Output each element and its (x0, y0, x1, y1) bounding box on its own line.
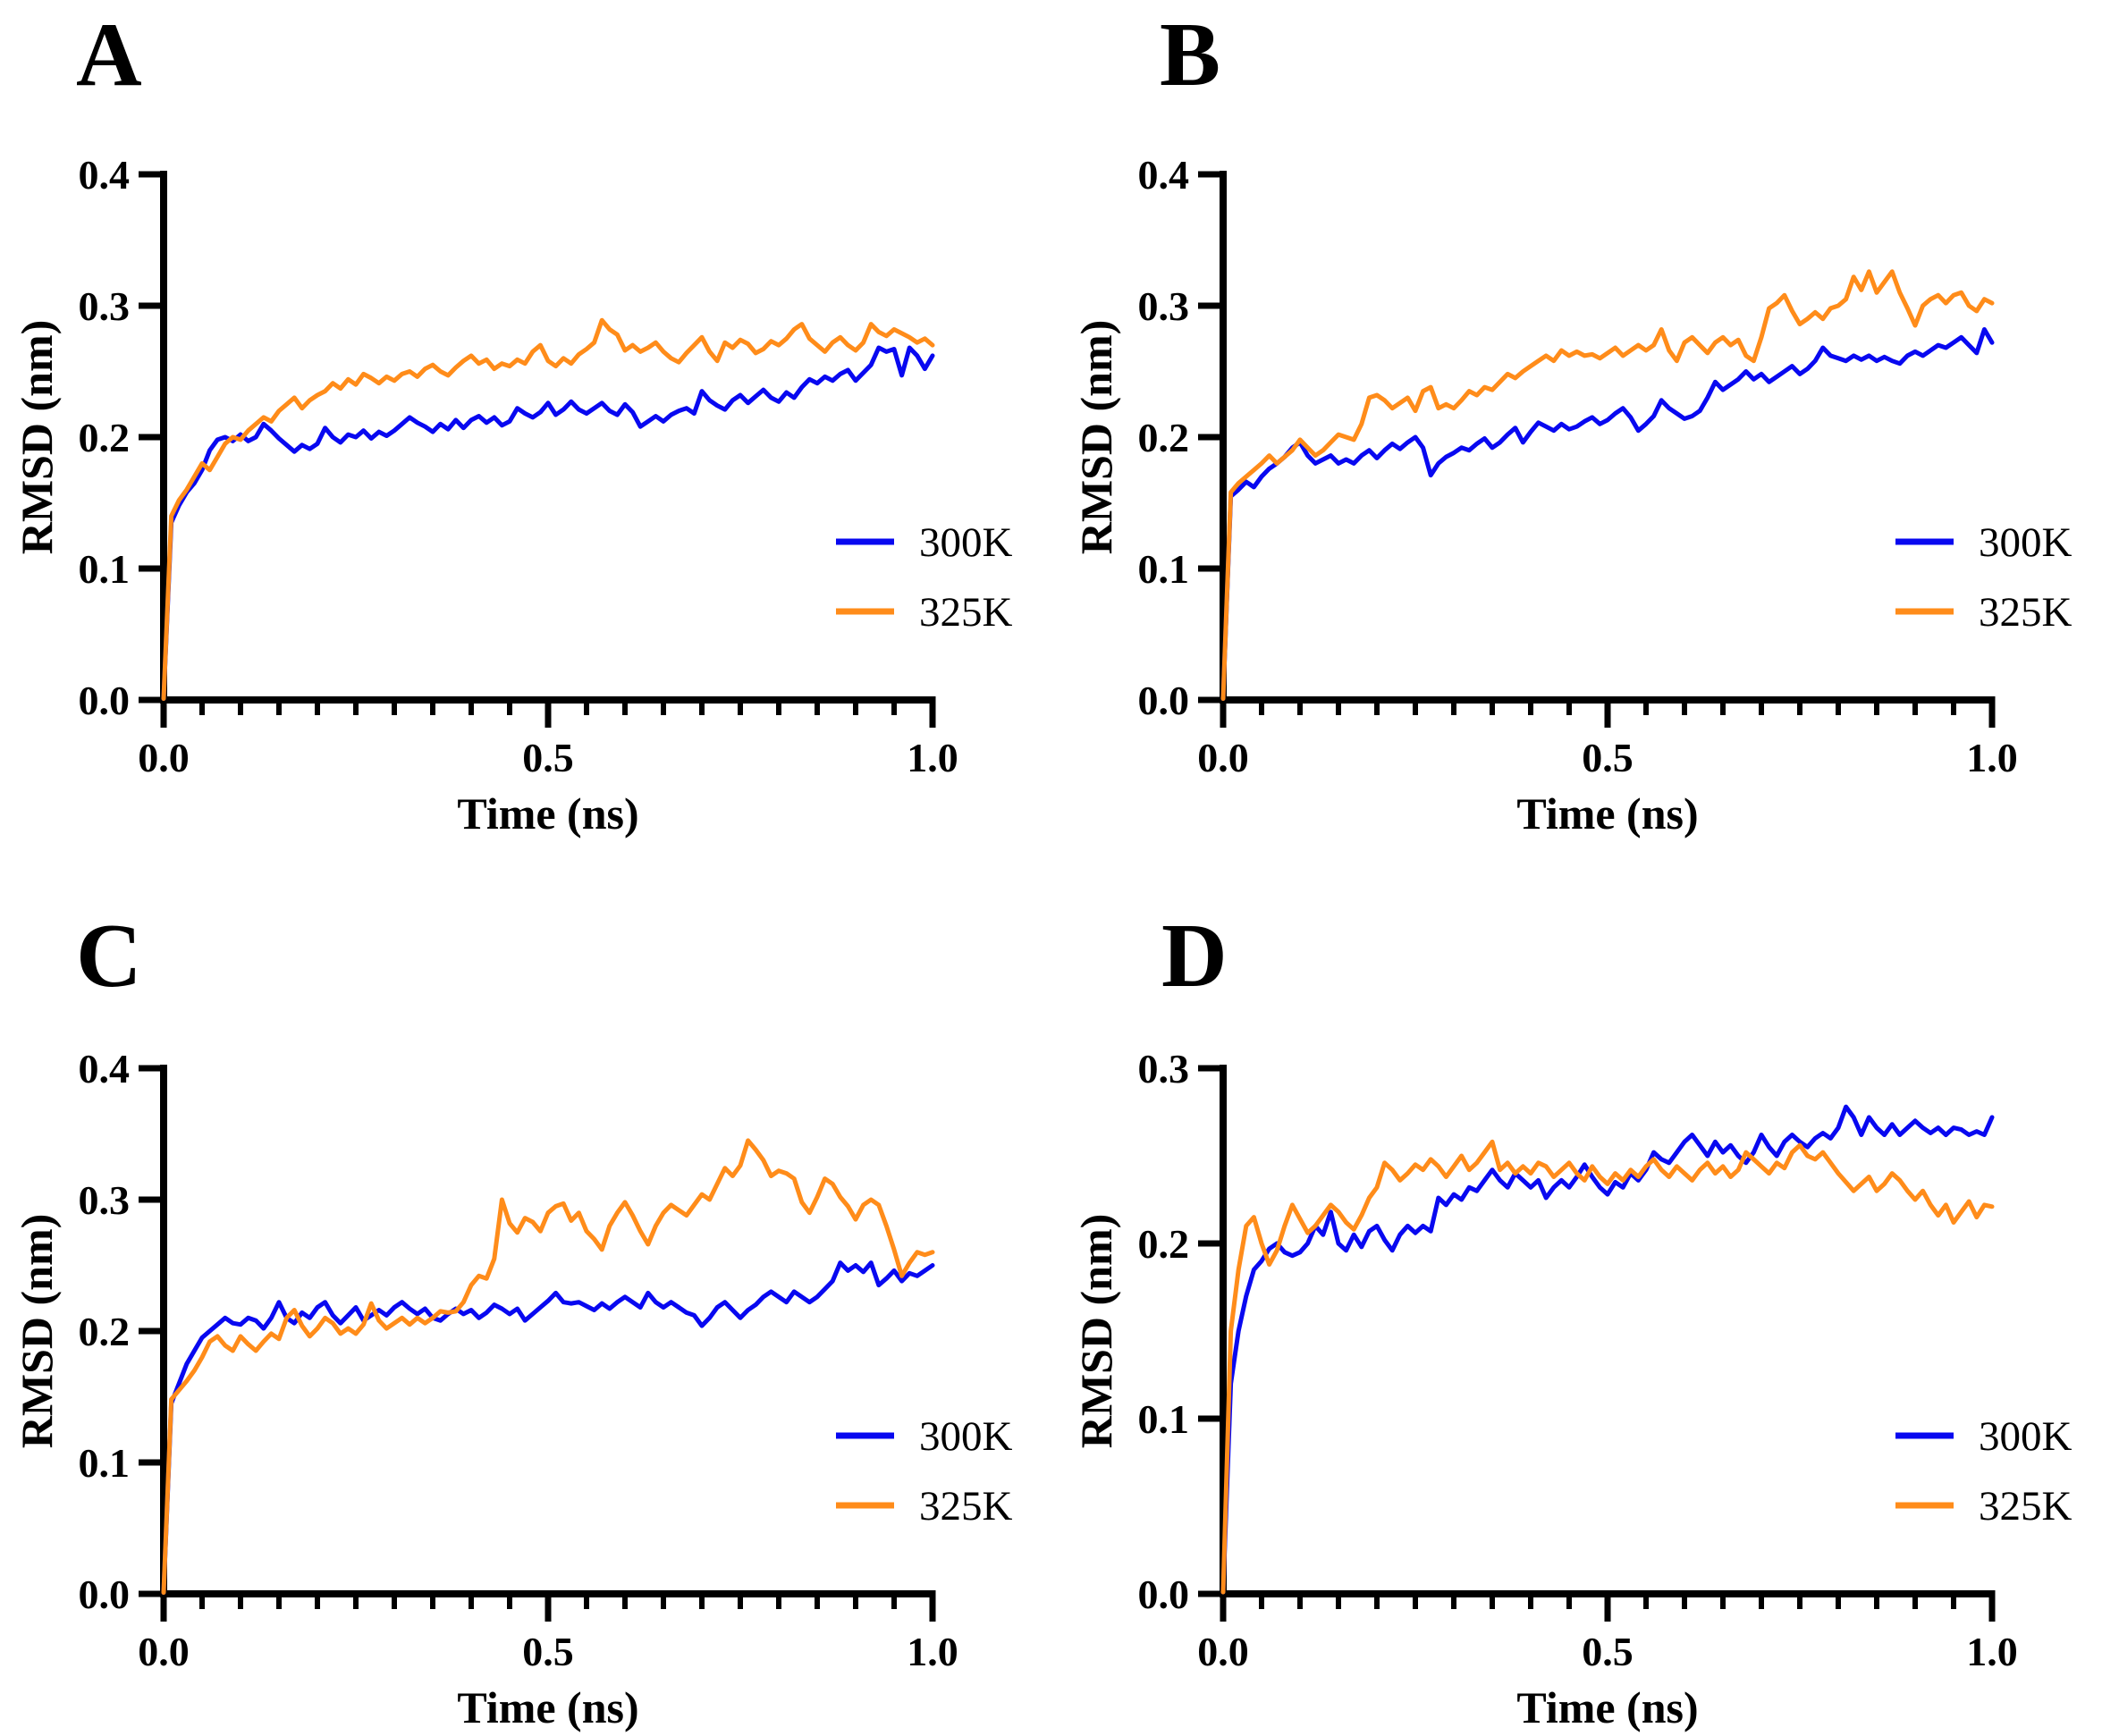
panel-a-chart: A 0.0 0.1 0.2 0.3 0.4 0.0 0.5 1.0 Time (ns) RMSD (… (12, 4, 1013, 839)
x-tick-label: 1.0 (907, 735, 958, 780)
y-tick-label: 0.1 (1138, 1396, 1190, 1442)
y-tick-label: 0.4 (79, 152, 131, 198)
y-tick-label: 0.0 (1138, 1572, 1190, 1617)
y-tick-label: 0.3 (1138, 283, 1190, 329)
panel-b-chart: B 0.0 0.1 0.2 0.3 0.4 0.0 0.5 1.0 Time (ns) RMSD (… (1071, 4, 2073, 839)
legend-label-300K: 300K (919, 1413, 1013, 1460)
panel-label: C (76, 906, 142, 1007)
x-tick-label: 0.5 (522, 1629, 574, 1674)
x-axis-title: Time (ns) (457, 788, 638, 839)
x-tick-label: 1.0 (1966, 735, 2018, 780)
y-tick-label: 0.0 (79, 678, 131, 723)
x-tick-label: 0.5 (522, 735, 574, 780)
series-line-300K (1220, 327, 1995, 701)
y-tick-label: 0.4 (79, 1046, 131, 1091)
legend-label-325K: 325K (919, 1483, 1013, 1530)
x-tick-label: 0.0 (138, 735, 190, 780)
y-tick-label: 0.2 (79, 1309, 131, 1354)
y-axis-title: RMSD (nm) (1071, 1214, 1121, 1448)
panel-label: A (76, 4, 142, 105)
series-line-325K (161, 1138, 935, 1595)
x-tick-label: 1.0 (1966, 1629, 2018, 1674)
y-tick-label: 0.3 (1138, 1046, 1190, 1091)
y-tick-label: 0.2 (1138, 415, 1190, 460)
legend-label-325K: 325K (1979, 589, 2073, 636)
series-line-325K (1220, 1139, 1995, 1595)
legend-label-300K: 300K (919, 519, 1013, 566)
y-tick-label: 0.1 (1138, 546, 1190, 592)
legend-label-325K: 325K (1979, 1483, 2073, 1530)
x-tick-label: 0.0 (1197, 1629, 1249, 1674)
series-line-325K (1220, 269, 1995, 701)
series-line-325K (161, 317, 935, 701)
x-tick-label: 0.5 (1582, 1629, 1634, 1674)
x-tick-label: 0.0 (1197, 735, 1249, 780)
panel-d-chart: D 0.0 0.1 0.2 0.3 0.0 0.5 1.0 Time (ns) RMSD (nm)… (1071, 906, 2073, 1732)
legend-label-300K: 300K (1979, 519, 2073, 566)
y-tick-label: 0.1 (79, 1440, 131, 1486)
series-line-300K (161, 1260, 935, 1595)
panel-c-chart: C 0.0 0.1 0.2 0.3 0.4 0.0 0.5 1.0 Time (ns) RMSD (… (12, 906, 1013, 1732)
legend-label-325K: 325K (919, 589, 1013, 636)
series-line-300K (161, 345, 935, 701)
y-axis-title: RMSD (nm) (12, 1214, 62, 1448)
series-line-300K (1220, 1104, 1995, 1595)
x-tick-label: 0.0 (138, 1629, 190, 1674)
panel-label: B (1160, 4, 1220, 105)
y-tick-label: 0.0 (1138, 678, 1190, 723)
y-tick-label: 0.4 (1138, 152, 1190, 198)
legend-label-300K: 300K (1979, 1413, 2073, 1460)
y-tick-label: 0.1 (79, 546, 131, 592)
y-tick-label: 0.2 (1138, 1221, 1190, 1267)
x-axis-title: Time (ns) (1516, 788, 1698, 839)
y-axis-title: RMSD (nm) (1071, 320, 1121, 554)
x-axis-title: Time (ns) (1516, 1682, 1698, 1732)
y-axis-title: RMSD (nm) (12, 320, 62, 554)
y-tick-label: 0.3 (79, 1177, 131, 1223)
y-tick-label: 0.0 (79, 1572, 131, 1617)
y-tick-label: 0.2 (79, 415, 131, 460)
y-tick-label: 0.3 (79, 283, 131, 329)
x-tick-label: 1.0 (907, 1629, 958, 1674)
panel-label: D (1161, 906, 1228, 1007)
x-tick-label: 0.5 (1582, 735, 1634, 780)
x-axis-title: Time (ns) (457, 1682, 638, 1732)
